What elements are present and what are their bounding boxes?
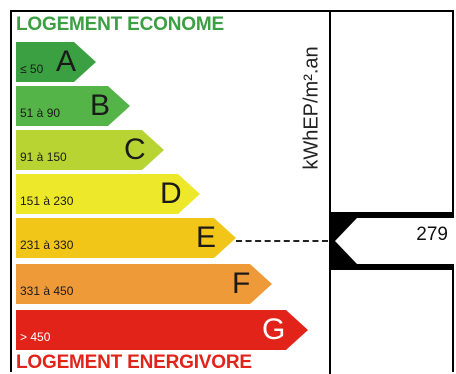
consumption-value: 279 (416, 224, 448, 245)
band-b-range: 51 à 90 (20, 106, 61, 120)
band-g-letter: G (262, 313, 286, 346)
energy-band-g: > 450 G (16, 310, 308, 350)
energy-band-a: ≤ 50 A (16, 42, 96, 82)
band-f-arrow (16, 264, 272, 304)
band-a-range: ≤ 50 (20, 62, 44, 76)
band-d-arrow (16, 174, 200, 214)
indicator-arrow (335, 218, 454, 264)
energy-band-c: 91 à 150 C (16, 130, 164, 170)
band-b-letter: B (90, 89, 111, 122)
band-e-range: 231 à 330 (20, 238, 74, 252)
header-econome: LOGEMENT ECONOME (16, 14, 224, 35)
energy-band-f: 331 à 450 F (16, 264, 272, 304)
band-c-range: 91 à 150 (20, 150, 67, 164)
unit-label: kWhEP/m².an (300, 46, 323, 170)
consumption-indicator: 279 (331, 212, 454, 270)
footer-energivore: LOGEMENT ENERGIVORE (16, 352, 252, 373)
energy-band-b: 51 à 90 B (16, 86, 130, 126)
band-e-arrow (16, 218, 236, 258)
band-e-letter: E (196, 221, 217, 254)
column-divider (329, 10, 331, 374)
band-g-arrow (16, 310, 308, 350)
band-c-letter: C (124, 133, 146, 166)
band-f-range: 331 à 450 (20, 284, 74, 298)
band-d-range: 151 à 230 (20, 194, 74, 208)
label-frame (10, 10, 454, 372)
indicator-dashed-line (236, 240, 328, 242)
band-d-letter: D (160, 177, 182, 210)
band-f-letter: F (232, 267, 251, 300)
band-g-range: > 450 (20, 330, 51, 344)
band-a-letter: A (56, 45, 77, 78)
band-b-arrow (16, 86, 130, 126)
energy-band-d: 151 à 230 D (16, 174, 200, 214)
band-a-arrow (16, 42, 96, 82)
band-c-arrow (16, 130, 164, 170)
energy-band-e: 231 à 330 E (16, 218, 236, 258)
